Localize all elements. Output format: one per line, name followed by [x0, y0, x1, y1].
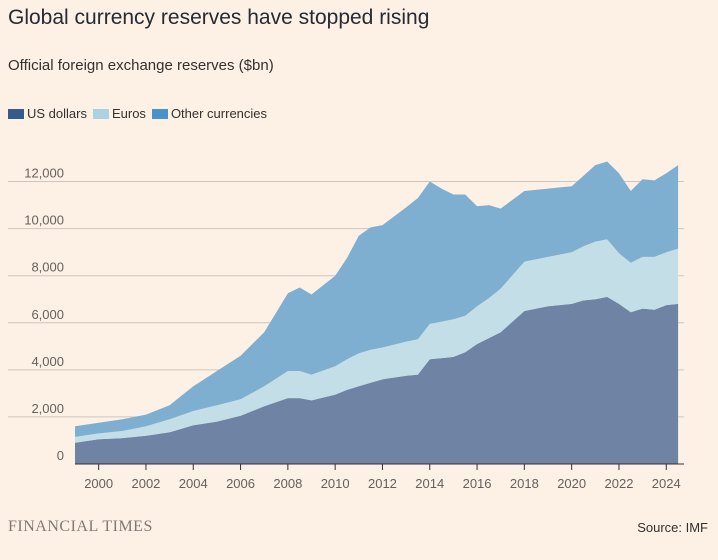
legend-item-eur: Euros [92, 106, 146, 121]
x-tick-label: 2004 [179, 476, 208, 491]
ft-logo-text: FINANCIAL TIMES [8, 518, 153, 535]
x-tick-label: 2020 [557, 476, 586, 491]
x-tick-label: 2018 [510, 476, 539, 491]
x-axis: 2000 2002 2004 2006 2008 2010 2012 2014 2016 2018… [75, 463, 684, 491]
x-tick-label: 2000 [84, 476, 113, 491]
y-axis-tick-labels: 0 2,000 4,000 6,000 8,000 10,000 12,000 [24, 166, 64, 463]
y-tick-label: 0 [57, 448, 64, 463]
legend-label-eur: Euros [111, 106, 146, 121]
y-tick-label: 12,000 [24, 166, 64, 181]
y-tick-label: 8,000 [31, 260, 64, 275]
x-tick-label: 2012 [368, 476, 397, 491]
area-series [75, 161, 679, 464]
y-tick-label: 6,000 [31, 307, 64, 322]
legend-label-usd: US dollars [27, 106, 87, 121]
x-tick-label: 2022 [605, 476, 634, 491]
legend: US dollars Euros Other currencies [8, 106, 273, 121]
x-tick-label: 2006 [226, 476, 255, 491]
legend-item-usd: US dollars [8, 106, 87, 121]
x-tick-label: 2016 [463, 476, 492, 491]
legend-label-other: Other currencies [170, 106, 268, 121]
area-other-currencies [75, 161, 679, 437]
y-tick-label: 10,000 [24, 213, 64, 228]
source-note: Source: IMF [637, 520, 708, 535]
legend-swatch-other [151, 108, 168, 119]
y-tick-label: 2,000 [31, 401, 64, 416]
legend-swatch-usd [8, 108, 24, 119]
x-tick-label: 2014 [415, 476, 444, 491]
x-tick-label: 2002 [131, 476, 160, 491]
area-us-dollars [75, 296, 679, 464]
chart-title: Global currency reserves have stopped ri… [8, 6, 430, 29]
legend-item-other: Other currencies [151, 106, 268, 121]
x-tick-label: 2008 [273, 476, 302, 491]
x-tick-label: 2010 [321, 476, 350, 491]
y-tick-label: 4,000 [31, 354, 64, 369]
x-tick-label: 2024 [652, 476, 681, 491]
legend-swatch-eur [92, 108, 109, 119]
area-euros [75, 239, 679, 443]
chart-subtitle: Official foreign exchange reserves ($bn) [8, 57, 274, 74]
